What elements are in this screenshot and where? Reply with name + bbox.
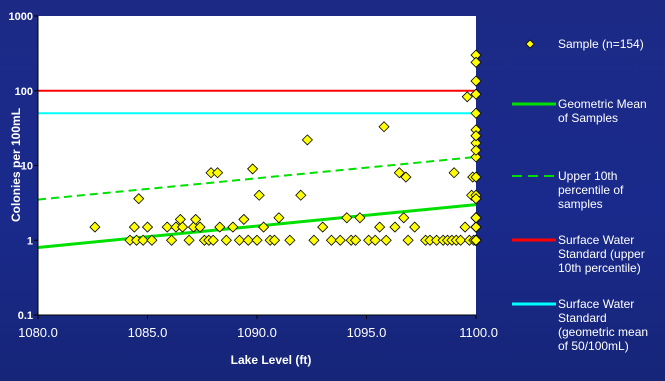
legend-label: Standard (upper xyxy=(558,247,645,261)
legend-label: Surface Water xyxy=(558,297,634,311)
y-tick-label: 1 xyxy=(27,235,33,247)
legend-label: 10th percentile) xyxy=(558,261,641,275)
plot-area xyxy=(38,16,476,315)
x-tick-label: 1080.0 xyxy=(18,325,58,340)
legend-label: Geometric Mean xyxy=(558,97,647,111)
x-axis-title: Lake Level (ft) xyxy=(231,353,312,367)
x-tick-label: 1095.0 xyxy=(347,325,387,340)
legend-label: (geometric mean xyxy=(558,325,648,339)
legend-label: Standard xyxy=(558,311,607,325)
legend-label: Surface Water xyxy=(558,233,634,247)
y-tick-label: 100 xyxy=(15,86,33,98)
legend-label: of Samples xyxy=(558,111,618,125)
legend-label: of 50/100mL) xyxy=(558,339,629,353)
y-tick-label: 0.1 xyxy=(18,310,33,322)
x-tick-label: 1090.0 xyxy=(237,325,277,340)
x-tick-label: 1100.0 xyxy=(459,325,498,340)
y-tick-label: 1000 xyxy=(9,11,33,23)
x-axis-ticks: 1080.0 1085.0 1090.0 1095.0 1100.0 xyxy=(18,315,498,340)
legend-label: Sample (n=154) xyxy=(558,37,644,51)
y-axis-title: Colonies per 100mL xyxy=(9,108,23,222)
legend-label: percentile of xyxy=(558,183,624,197)
legend-label: samples xyxy=(558,197,603,211)
x-tick-label: 1085.0 xyxy=(128,325,168,340)
legend-label: Upper 10th xyxy=(558,169,617,183)
